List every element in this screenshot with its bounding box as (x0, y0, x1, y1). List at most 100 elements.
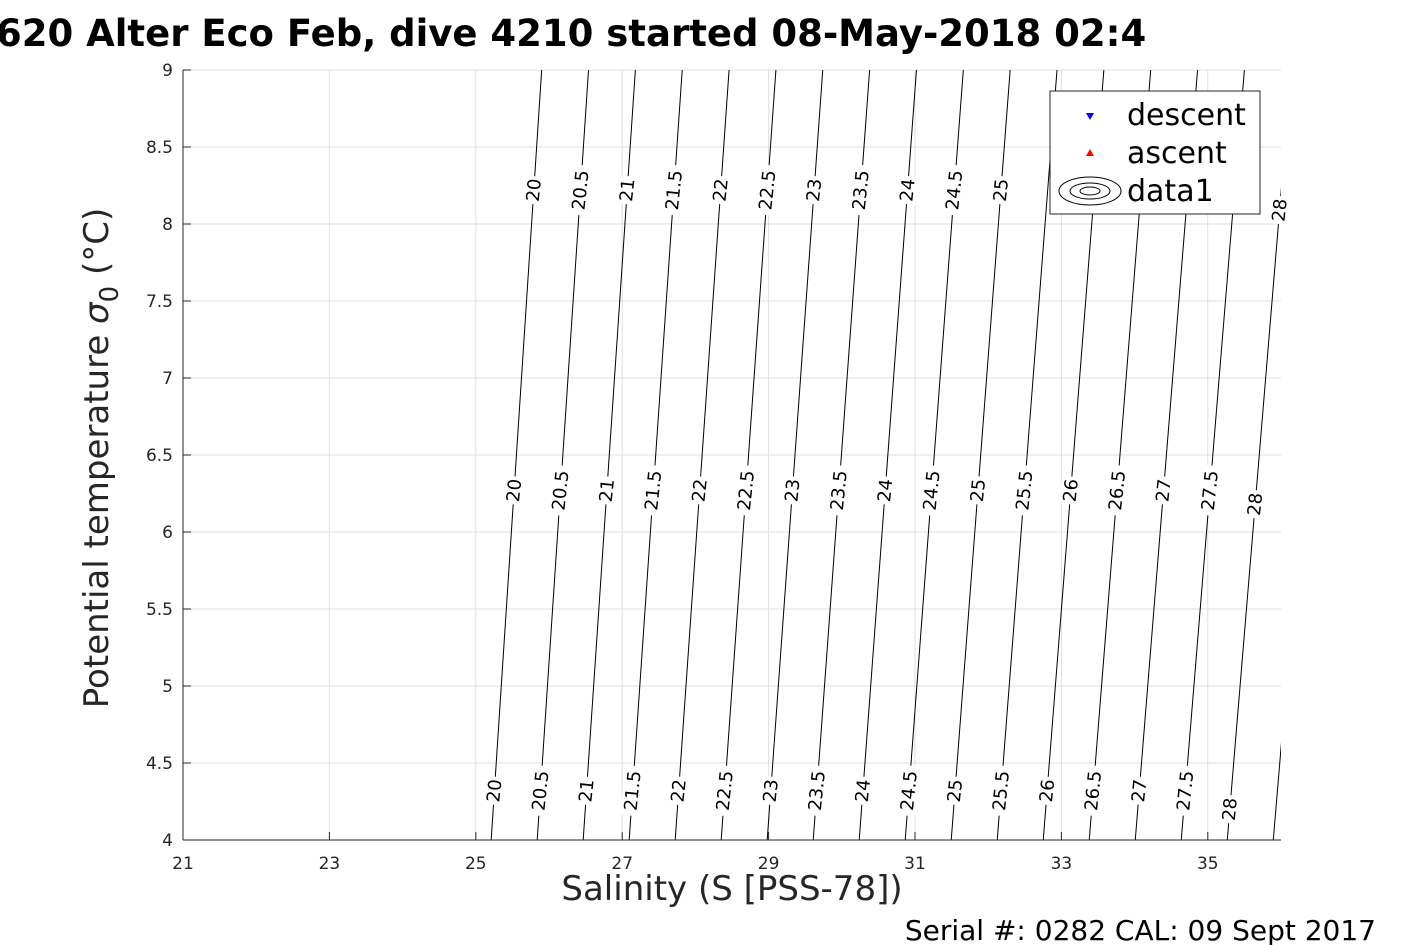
x-tick-label: 31 (904, 854, 926, 874)
x-tick-label: 23 (319, 854, 341, 874)
contour-label-text: 25.5 (1012, 469, 1037, 511)
descent-marker-icon (1086, 113, 1094, 120)
contour-label-text: 24.5 (897, 770, 922, 812)
contour-label: 27.5 (1172, 764, 1198, 817)
contour-label-bg (826, 464, 852, 517)
contour-label-bg (595, 475, 619, 506)
y-axis-label-unit: (°C) (77, 208, 117, 275)
contour-label: 20.5 (527, 764, 553, 817)
contour-label-bg (567, 164, 594, 217)
contour-label: 20.5 (547, 464, 574, 517)
contour-label: 20 (482, 775, 507, 806)
contour-label-text: 22 (689, 478, 712, 503)
x-tick-label: 25 (465, 854, 487, 874)
contour-label: 28 (1268, 195, 1292, 226)
contour-label: 21 (575, 775, 599, 806)
contour-label-bg (661, 164, 687, 217)
contour-label-bg (1268, 195, 1292, 226)
contour-label: 24 (896, 175, 920, 206)
isopycnal-line (996, 70, 1058, 840)
contour-label-bg (896, 175, 919, 206)
contour-label: 25.5 (1011, 464, 1037, 517)
chart-title: 620 Alter Eco Feb, dive 4210 started 08-… (0, 12, 1146, 55)
contour-label-text: 26.5 (1081, 770, 1106, 812)
ascent-marker-icon (1086, 149, 1094, 156)
x-axis-label: Salinity (S [PSS-78]) (561, 869, 902, 909)
contour-label-bg (709, 175, 733, 206)
contour-label-text: 20.5 (548, 469, 573, 511)
contour-label-bg (754, 164, 780, 217)
contour-label-bg (1035, 775, 1059, 806)
contour-label: 26 (1059, 475, 1083, 506)
contour-label-bg (688, 475, 712, 506)
y-axis-label-symbol: σ (77, 301, 117, 324)
contour-label-text: 24 (874, 478, 897, 503)
y-tick-label: 4.5 (146, 754, 173, 774)
contour-label-text: 27.5 (1173, 770, 1198, 812)
contour-label-bg (848, 164, 874, 217)
contour-label: 25.5 (988, 764, 1014, 817)
y-axis-label: Potential temperature σ0 (°C) (77, 208, 125, 708)
contour-label-bg (873, 475, 897, 506)
contour-label-bg (941, 164, 967, 217)
contour-label-text: 20 (503, 478, 526, 503)
contour-label: 23.5 (804, 764, 830, 817)
contour-label-text: 22 (668, 778, 691, 803)
contour-label-bg (781, 475, 804, 506)
contour-label-text: 26 (1036, 778, 1059, 803)
contour-label-text: 20 (483, 778, 506, 803)
contour-label: 23 (759, 775, 783, 806)
contour-label-bg (667, 775, 691, 806)
contour-label: 22 (667, 775, 691, 806)
contour-label-text: 25 (967, 478, 990, 503)
contour-label-text: 27.5 (1198, 469, 1223, 511)
legend-data1-label: data1 (1127, 174, 1214, 209)
legend-ascent-label: ascent (1127, 136, 1227, 171)
contour-label-bg (712, 764, 738, 817)
contour-label-bg (502, 475, 526, 506)
contour-label-bg (919, 464, 945, 517)
contour-label: 23.5 (848, 164, 874, 217)
legend-box (1049, 90, 1261, 215)
contour-label-text: 23 (781, 478, 804, 503)
contour-label-text: 28 (1268, 198, 1291, 223)
contour-label-text: 21.5 (621, 770, 646, 812)
contour-label-bg (966, 475, 990, 506)
contour-labels: 20 20 20 20.5 20.5 20.5 21 21 21 21.5 21.5 21.5 22 22… (482, 164, 1292, 825)
contour-label-bg (943, 775, 967, 806)
contour-label: 21 (615, 175, 639, 206)
contour-label-text: 25 (944, 778, 967, 803)
contour-label-text: 28 (1244, 492, 1267, 517)
legend[interactable]: descent ascent data1 (1049, 90, 1261, 215)
y-tick-label: 7 (162, 369, 173, 389)
contour-label-text: 23.5 (805, 770, 830, 812)
x-tick-label: 21 (172, 854, 194, 874)
contour-label-text: 23 (760, 778, 783, 803)
contour-label-text: 25.5 (989, 770, 1014, 812)
contour-label-text: 28 (1219, 797, 1242, 822)
contour-label: 28 (1218, 794, 1242, 825)
serial-cal-footer: Serial #: 0282 CAL: 09 Sept 2017 (905, 914, 1376, 945)
y-tick-label: 7.5 (146, 292, 173, 312)
contour-label-bg (1059, 475, 1083, 506)
contour-label-text: 21 (575, 778, 598, 803)
contour-label-text: 20 (523, 178, 546, 203)
contour-label: 28 (1243, 489, 1267, 520)
contour-label-bg (802, 175, 826, 206)
contour-label: 25 (989, 175, 1013, 206)
contour-label-text: 23.5 (827, 469, 852, 511)
y-axis-label-sub: 0 (95, 286, 125, 303)
contour-label-text: 20.5 (568, 169, 593, 211)
contour-label-text: 24.5 (920, 469, 945, 511)
contour-label: 24.5 (896, 764, 922, 817)
contour-label-text: 23.5 (849, 169, 874, 211)
contour-label: 27.5 (1197, 464, 1223, 517)
contour-label-bg (1172, 764, 1198, 817)
contour-label: 25 (966, 475, 990, 506)
axes: 21 23 25 27 29 31 33 35 4 4.5 5 5.5 6 6.5 7 7.5 8 8.5 9 (146, 61, 1281, 874)
contour-label-text: 21.5 (641, 469, 666, 511)
contour-label-text: 27 (1128, 778, 1151, 803)
y-tick-label: 5.5 (146, 600, 173, 620)
contour-label-text: 24 (896, 178, 919, 203)
contour-label-bg (1197, 464, 1223, 517)
